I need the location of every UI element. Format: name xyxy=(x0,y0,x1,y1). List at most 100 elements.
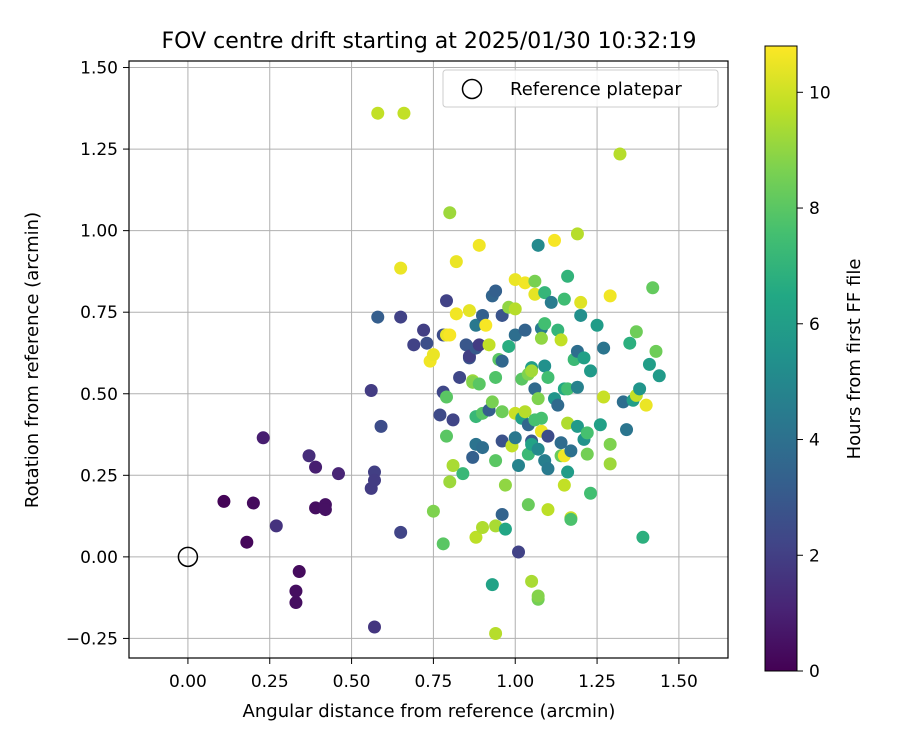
data-point xyxy=(521,447,535,461)
data-point xyxy=(495,354,509,368)
data-point xyxy=(302,449,316,463)
data-point xyxy=(541,370,555,384)
data-point xyxy=(443,328,457,342)
data-point xyxy=(518,276,532,290)
data-point xyxy=(440,429,454,443)
x-tick-label: 0.25 xyxy=(251,672,289,692)
data-point xyxy=(485,578,499,592)
colorbar-tick-label: 4 xyxy=(809,431,820,451)
data-point xyxy=(309,460,323,474)
data-point xyxy=(472,377,486,391)
data-point xyxy=(292,565,306,579)
data-point xyxy=(446,459,460,473)
data-point xyxy=(489,284,503,298)
data-point xyxy=(489,519,503,533)
plot-frame xyxy=(128,60,729,659)
data-point xyxy=(561,269,575,283)
data-point xyxy=(616,395,630,409)
data-point xyxy=(476,441,490,455)
data-point xyxy=(512,545,526,559)
legend-box xyxy=(442,69,719,108)
data-point xyxy=(453,370,467,384)
data-point xyxy=(518,323,532,337)
data-point xyxy=(433,408,447,422)
data-point xyxy=(498,478,512,492)
data-point xyxy=(534,331,548,345)
data-point xyxy=(269,519,283,533)
data-point xyxy=(603,457,617,471)
data-point xyxy=(485,395,499,409)
colorbar-tick-label: 2 xyxy=(809,546,820,566)
data-point xyxy=(469,318,483,332)
data-point xyxy=(574,295,588,309)
data-point xyxy=(371,106,385,120)
data-point xyxy=(525,364,539,378)
x-axis-label: Angular distance from reference (arcmin) xyxy=(243,701,616,722)
colorbar-ticks: 0 2 4 6 8 10 xyxy=(797,83,831,682)
data-point xyxy=(371,310,385,324)
data-point xyxy=(240,535,254,549)
data-points xyxy=(177,106,666,641)
data-point xyxy=(554,333,568,347)
data-point xyxy=(613,147,627,161)
data-point xyxy=(554,436,568,450)
data-point xyxy=(544,295,558,309)
data-point xyxy=(443,206,457,220)
y-tick-label: 1.50 xyxy=(80,59,118,79)
y-tick-label: 0.75 xyxy=(80,303,118,323)
x-tick-label: 0.50 xyxy=(333,672,371,692)
y-tick-label: 0.50 xyxy=(80,385,118,405)
data-point xyxy=(489,627,503,641)
data-point xyxy=(394,310,408,324)
data-point xyxy=(564,512,578,526)
y-tick-label: 0.00 xyxy=(80,548,118,568)
data-point xyxy=(541,503,555,517)
data-point xyxy=(446,413,460,427)
colorbar-tick-label: 8 xyxy=(809,199,820,219)
data-point xyxy=(623,336,637,350)
data-point xyxy=(629,325,643,339)
data-point xyxy=(557,292,571,306)
data-point xyxy=(449,255,463,269)
legend-label-reference: Reference platepar xyxy=(510,79,682,100)
data-point xyxy=(597,390,611,404)
data-point xyxy=(534,411,548,425)
data-point xyxy=(440,294,454,308)
data-point xyxy=(584,486,598,500)
data-point xyxy=(521,498,535,512)
data-point xyxy=(476,521,490,535)
x-tick-label: 1.00 xyxy=(496,672,534,692)
data-point xyxy=(574,308,588,322)
data-point xyxy=(331,467,345,481)
data-point xyxy=(580,426,594,440)
data-point xyxy=(538,286,552,300)
data-point xyxy=(495,405,509,419)
colorbar-tick-label: 0 xyxy=(809,662,820,682)
data-point xyxy=(639,398,653,412)
data-point xyxy=(417,323,431,337)
data-point xyxy=(508,431,522,445)
data-point xyxy=(577,351,591,365)
data-point xyxy=(531,589,545,603)
y-axis-label: Rotation from reference (arcmin) xyxy=(22,212,43,508)
data-point xyxy=(318,503,332,517)
data-point xyxy=(508,302,522,316)
data-point xyxy=(508,273,522,287)
data-point xyxy=(561,416,575,430)
data-point xyxy=(479,318,493,332)
data-point xyxy=(561,465,575,479)
data-point xyxy=(472,338,486,352)
data-point xyxy=(570,227,584,241)
data-point xyxy=(528,382,542,396)
data-point xyxy=(397,106,411,120)
x-tick-label: 0.75 xyxy=(414,672,452,692)
data-point xyxy=(246,496,260,510)
data-point xyxy=(564,444,578,458)
data-point xyxy=(289,584,303,598)
data-point xyxy=(541,462,555,476)
data-point xyxy=(217,494,231,508)
y-tick-label: 1.25 xyxy=(80,140,118,160)
data-point xyxy=(518,405,532,419)
data-point xyxy=(646,281,660,295)
